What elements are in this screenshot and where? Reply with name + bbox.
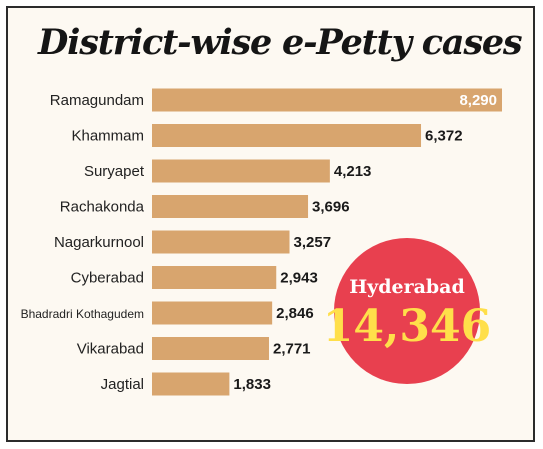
- category-label: Cyberabad: [71, 270, 144, 287]
- category-label: Rachakonda: [60, 199, 145, 216]
- bar: [152, 195, 309, 218]
- bar: [152, 230, 290, 254]
- category-label: Nagarkurnool: [54, 234, 144, 251]
- bar: [152, 88, 502, 112]
- bar: [152, 159, 330, 183]
- category-label: Jagtial: [101, 376, 144, 393]
- bar: [152, 266, 277, 289]
- value-label: 2,846: [276, 305, 314, 322]
- value-label: 4,213: [334, 163, 372, 180]
- bar: [152, 124, 422, 147]
- value-label: 2,771: [273, 341, 311, 358]
- bar: [152, 372, 230, 396]
- callout-label: Hyderabad: [349, 276, 465, 298]
- callout-badge: [334, 238, 480, 384]
- category-label: Bhadradri Kothagudem: [21, 307, 144, 321]
- category-label: Suryapet: [84, 163, 145, 180]
- bar: [152, 301, 273, 325]
- bar: [152, 337, 269, 360]
- value-label: 6,372: [425, 128, 463, 145]
- value-label: 3,257: [294, 234, 332, 251]
- value-label: 8,290: [459, 92, 497, 109]
- value-label: 3,696: [312, 199, 350, 216]
- category-label: Ramagundam: [50, 92, 144, 109]
- callout-value: 14,346: [323, 301, 491, 352]
- value-label: 1,833: [233, 376, 271, 393]
- category-label: Khammam: [71, 128, 144, 145]
- value-label: 2,943: [280, 270, 318, 287]
- category-label: Vikarabad: [77, 341, 144, 358]
- chart-title: District-wise e-Petty cases: [38, 22, 523, 63]
